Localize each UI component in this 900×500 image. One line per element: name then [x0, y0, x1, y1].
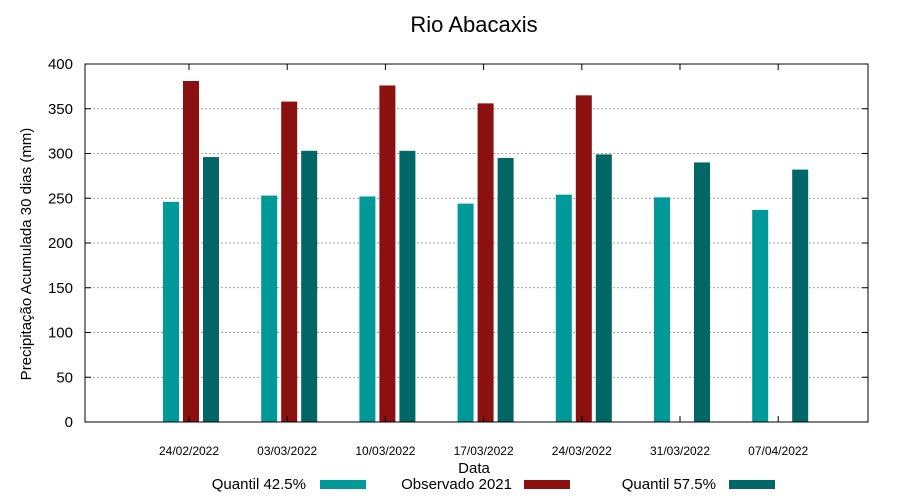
y-tick-label: 250 [48, 190, 73, 207]
x-tick-label: 17/03/2022 [454, 444, 514, 458]
chart-title: Rio Abacaxis [410, 12, 537, 37]
bar [595, 154, 612, 422]
bar [281, 101, 298, 422]
x-tick-label: 07/04/2022 [748, 444, 808, 458]
y-tick-label: 200 [48, 235, 73, 252]
y-tick-label: 50 [56, 369, 73, 386]
bar [792, 169, 809, 422]
bars-layer [163, 81, 809, 422]
bar [261, 195, 278, 422]
y-tick-label: 0 [65, 414, 73, 431]
legend-label: Quantil 42.5% [212, 476, 306, 493]
bar [301, 150, 318, 422]
y-tick-label: 400 [48, 56, 73, 73]
legend-swatch [320, 480, 366, 489]
x-tick-label: 24/03/2022 [552, 444, 612, 458]
x-tick-label: 03/03/2022 [257, 444, 317, 458]
legend-label: Quantil 57.5% [622, 476, 716, 493]
x-tick-label: 31/03/2022 [650, 444, 710, 458]
bar [203, 157, 219, 422]
x-tick-label: 24/02/2022 [159, 444, 219, 458]
y-tick-label: 350 [48, 101, 73, 118]
y-tick-label: 150 [48, 280, 73, 297]
bar [694, 162, 710, 422]
legend: Quantil 42.5% Observado 2021 Quantil 57.5% [212, 476, 775, 493]
x-tick-label: 10/03/2022 [355, 444, 415, 458]
bar [497, 157, 514, 422]
legend-label: Observado 2021 [401, 476, 512, 493]
bar [752, 209, 769, 422]
x-axis-label: Data [458, 460, 490, 477]
y-tick-label: 100 [48, 325, 73, 342]
bar [457, 203, 474, 422]
bar [555, 194, 572, 422]
bar [477, 103, 494, 422]
bar [575, 95, 592, 422]
bar [379, 85, 396, 422]
legend-swatch [524, 480, 570, 489]
legend-swatch [729, 480, 775, 489]
bar [359, 196, 376, 422]
y-ticks: 0 50 100 150 200 250 300 350 400 [48, 56, 868, 431]
bar [183, 81, 199, 422]
grid-layer [85, 108, 868, 378]
bar [163, 201, 179, 422]
x-ticks: 24/02/2022 03/03/2022 10/03/2022 17/03/2022… [159, 64, 809, 458]
y-axis-label: Precipitação Acumulada 30 dias (mm) [18, 128, 35, 381]
bar [399, 150, 416, 422]
bar [654, 197, 670, 422]
y-tick-label: 300 [48, 146, 73, 163]
